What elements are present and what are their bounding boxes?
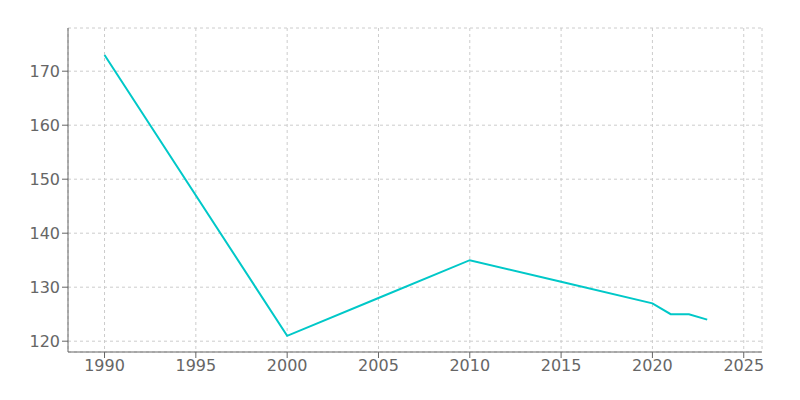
svg-text:1990: 1990	[84, 356, 125, 375]
svg-text:120: 120	[29, 332, 60, 351]
svg-text:2020: 2020	[632, 356, 673, 375]
svg-text:1995: 1995	[175, 356, 216, 375]
svg-text:2000: 2000	[267, 356, 308, 375]
svg-text:150: 150	[29, 170, 60, 189]
svg-text:140: 140	[29, 224, 60, 243]
svg-text:160: 160	[29, 116, 60, 135]
svg-text:2015: 2015	[541, 356, 582, 375]
svg-text:2010: 2010	[449, 356, 490, 375]
svg-text:2025: 2025	[723, 356, 764, 375]
svg-text:130: 130	[29, 278, 60, 297]
svg-text:2005: 2005	[358, 356, 399, 375]
svg-text:170: 170	[29, 62, 60, 81]
